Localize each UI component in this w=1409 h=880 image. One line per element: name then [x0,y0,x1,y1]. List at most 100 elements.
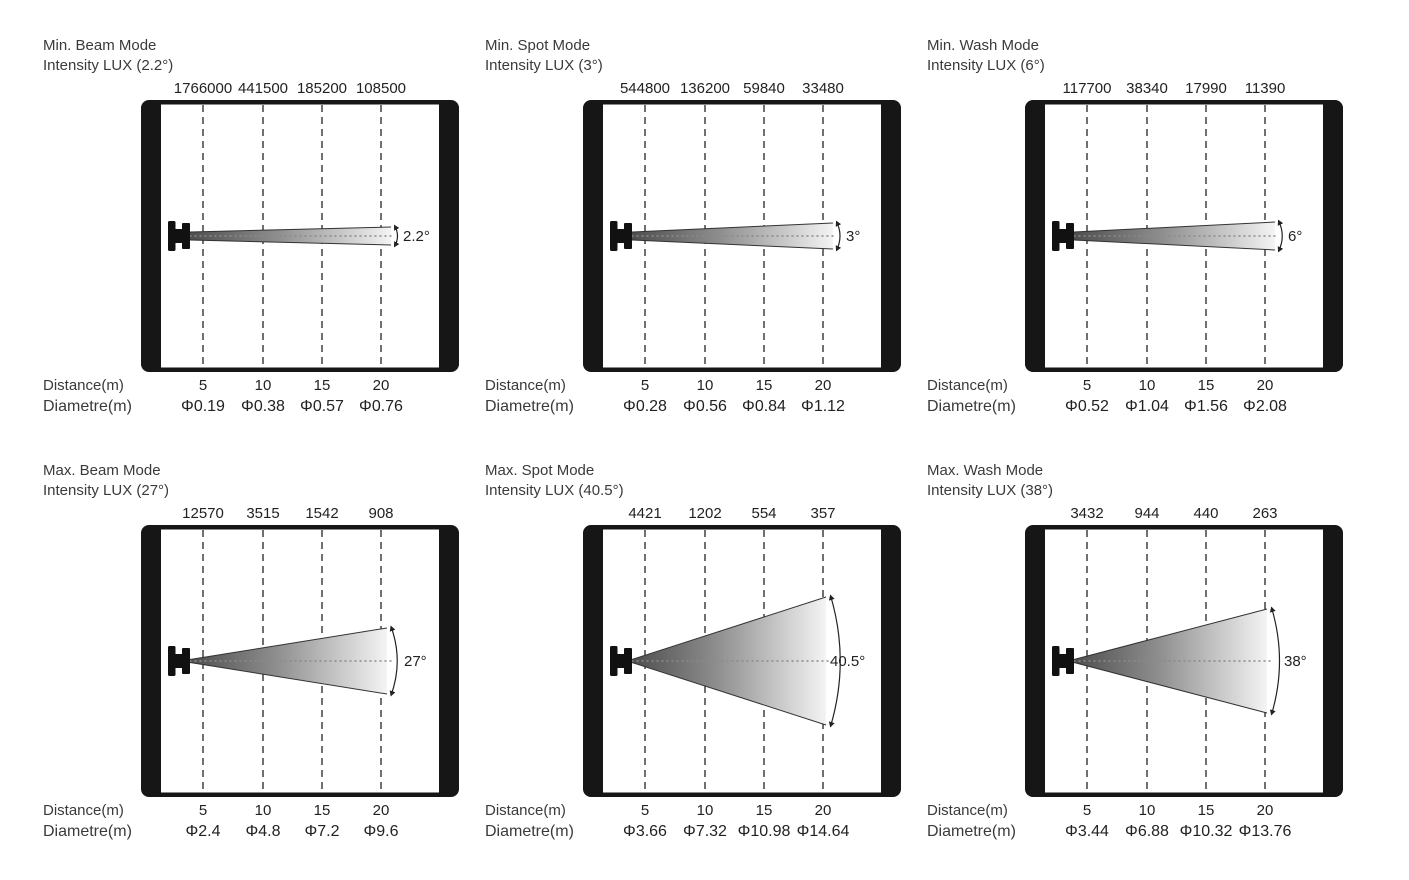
diagram-title: Max. Beam Mode [43,462,161,479]
intensity-value: 1766000 [174,80,232,97]
distance-gridlines [202,530,382,792]
beam-edge-bottom [1073,239,1276,251]
beam-chart: 2.2° [141,100,459,372]
diameter-value: Φ4.8 [245,823,280,840]
diagram-canvas: Min. Wash Mode Intensity LUX (6°) 117700… [927,37,1343,415]
distance-axis-label: Distance(m) [485,802,566,819]
distance-value: 20 [1257,802,1274,819]
distance-value: 5 [641,377,649,394]
distance-gridlines [1086,530,1266,792]
distance-gridlines [644,105,824,367]
distance-value: 15 [756,377,773,394]
diameter-value: Φ7.32 [683,823,727,840]
beam-angle-arc [828,594,841,728]
beam-chart: 38° [1025,525,1343,797]
distance-axis-label: Distance(m) [927,802,1008,819]
distance-axis-label: Distance(m) [485,377,566,394]
intensity-value: 59840 [743,80,785,97]
intensity-value: 185200 [297,80,347,97]
diagram-max-spot: Max. Spot Mode Intensity LUX (40.5°) 442… [472,455,912,850]
diagram-subtitle: Intensity LUX (38°) [927,482,1053,499]
diameter-value: Φ10.32 [1180,823,1233,840]
distance-value: 10 [1139,802,1156,819]
distance-axis-label: Distance(m) [927,377,1008,394]
distance-value: 15 [756,802,773,819]
intensity-value: 4421 [628,505,661,522]
beam-edge-top [189,226,392,233]
fixture-icon [610,646,632,676]
beam-angle-label: 6° [1288,228,1302,245]
beam-angle-arc [1269,606,1281,716]
fixture-icon [610,221,632,251]
diagram-canvas: Min. Spot Mode Intensity LUX (3°) 544800… [485,37,901,415]
distance-axis-label: Distance(m) [43,802,124,819]
diameter-axis-label: Diametre(m) [927,398,1016,415]
distance-value: 10 [697,377,714,394]
distance-value: 5 [199,377,207,394]
intensity-value: 33480 [802,80,844,97]
intensity-value: 263 [1252,505,1277,522]
distance-value: 10 [255,802,272,819]
beam-edge-bottom [631,239,834,250]
diagram-subtitle: Intensity LUX (27°) [43,482,169,499]
intensity-value: 1542 [305,505,338,522]
beam-cone [632,597,826,725]
diagram-canvas: Max. Spot Mode Intensity LUX (40.5°) 442… [485,462,901,840]
intensity-value: 1202 [688,505,721,522]
distance-value: 10 [1139,377,1156,394]
distance-gridlines [1086,105,1266,367]
distance-value: 10 [697,802,714,819]
diameter-axis-label: Diametre(m) [485,398,574,415]
diagram-title: Min. Wash Mode [927,37,1039,54]
distance-value: 5 [1083,377,1091,394]
diagram-title: Min. Spot Mode [485,37,590,54]
diameter-value: Φ7.2 [304,823,339,840]
fixture-icon [168,646,190,676]
beam-edge-bottom [189,239,392,246]
diagram-max-wash: Max. Wash Mode Intensity LUX (38°) 3432 … [914,455,1354,850]
diagram-title: Max. Spot Mode [485,462,594,479]
beam-chart: 3° [583,100,901,372]
intensity-value: 136200 [680,80,730,97]
distance-value: 20 [815,802,832,819]
diameter-value: Φ0.57 [300,398,344,415]
diameter-value: Φ0.56 [683,398,727,415]
diagram-grid: Min. Beam Mode Intensity LUX (2.2°) 1766… [30,30,1354,850]
distance-value: 5 [1083,802,1091,819]
beam-chart: 6° [1025,100,1343,372]
diagram-subtitle: Intensity LUX (3°) [485,57,603,74]
beam-edge-top [189,627,388,660]
diameter-value: Φ1.04 [1125,398,1169,415]
fixture-icon [168,221,190,251]
distance-value: 5 [641,802,649,819]
beam-edge-top [1073,221,1276,233]
diameter-value: Φ14.64 [797,823,850,840]
beam-angle-label: 38° [1284,653,1307,670]
diameter-value: Φ6.88 [1125,823,1169,840]
distance-gridlines [644,530,824,792]
distance-value: 15 [314,377,331,394]
diameter-value: Φ3.44 [1065,823,1109,840]
beam-cone [190,628,387,694]
distance-value: 15 [1198,377,1215,394]
diagram-min-wash: Min. Wash Mode Intensity LUX (6°) 117700… [914,30,1354,425]
diagram-subtitle: Intensity LUX (2.2°) [43,57,173,74]
intensity-value: 944 [1134,505,1159,522]
distance-value: 20 [815,377,832,394]
distance-value: 20 [1257,377,1274,394]
beam-edge-top [631,596,827,660]
diagram-max-beam: Max. Beam Mode Intensity LUX (27°) 12570… [30,455,470,850]
beam-angle-arc [1277,219,1284,253]
beam-angle-arc [835,220,842,252]
diagram-canvas: Min. Beam Mode Intensity LUX (2.2°) 1766… [43,37,459,415]
intensity-value: 357 [810,505,835,522]
beam-chart: 40.5° [583,525,901,797]
distance-axis-label: Distance(m) [43,377,124,394]
diameter-axis-label: Diametre(m) [43,398,132,415]
beam-chart: 27° [141,525,459,797]
intensity-value: 554 [751,505,776,522]
beam-angle-arc [393,224,400,248]
diagram-canvas: Max. Beam Mode Intensity LUX (27°) 12570… [43,462,459,840]
beam-edge-bottom [631,662,827,726]
